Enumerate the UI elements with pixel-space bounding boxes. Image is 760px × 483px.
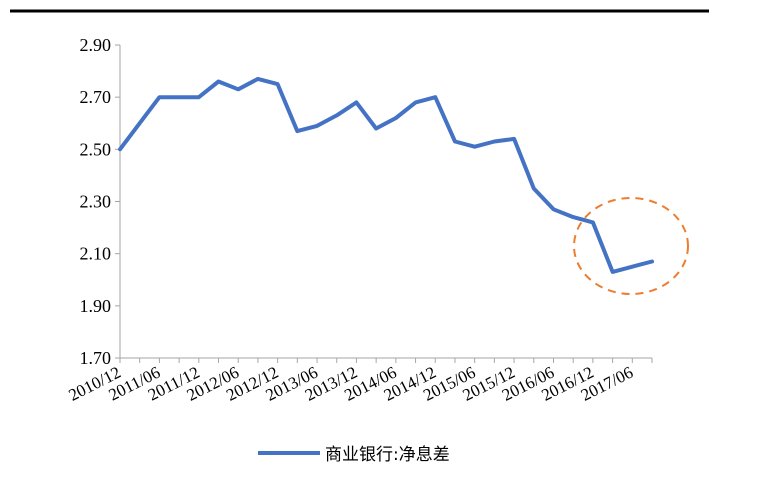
highlight-circle [573,197,689,295]
legend: 商业银行:净息差 [258,445,450,465]
y-tick-label: 2.70 [80,87,112,107]
y-tick-label: 2.50 [80,139,112,159]
series-line [118,76,654,274]
y-axis-ticks: 2.90 2.70 2.50 2.30 2.10 1.90 1.70 [80,35,120,368]
y-tick-label: 2.30 [80,192,112,212]
y-tick-label: 1.70 [80,348,112,368]
y-tick-label: 1.90 [80,296,112,316]
legend-label: 商业银行:净息差 [325,445,450,465]
series-layer [118,76,654,274]
x-axis-ticks: 2010/122011/062011/122012/062012/122013/… [66,358,653,405]
y-tick-label: 2.90 [80,35,112,55]
y-tick-label: 2.10 [80,244,112,264]
